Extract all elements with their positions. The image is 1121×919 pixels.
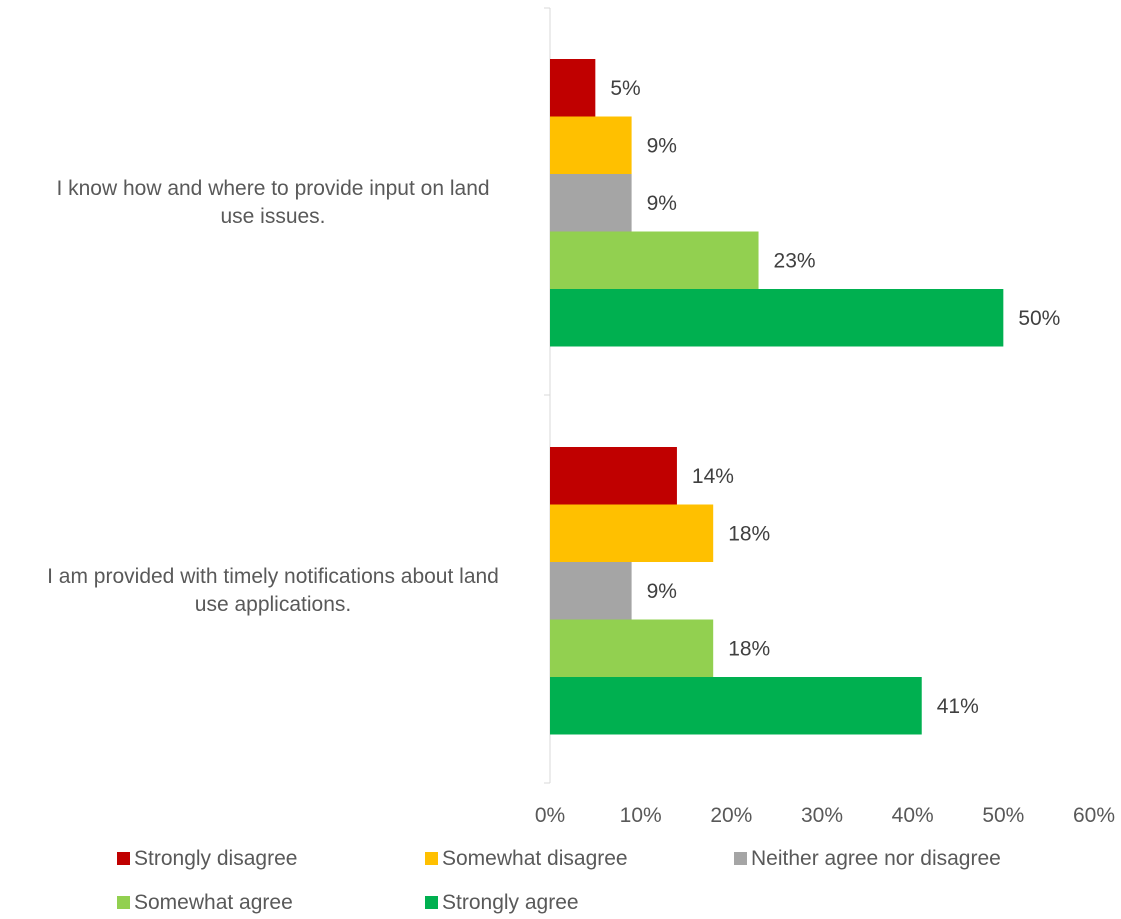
category-label-2-line-2: use applications. [194,593,352,616]
data-label-1-5: 50% [1018,307,1060,330]
x-tick-label-3: 20% [710,804,752,827]
x-tick-label-4: 30% [801,804,843,827]
bar-1-2 [550,116,632,174]
data-label-2-5: 41% [937,695,979,718]
x-tick-label-5: 40% [892,804,934,827]
x-tick-label-6: 50% [982,804,1024,827]
category-label-1-line-2: use issues. [220,205,326,228]
bar-1-5 [550,289,1004,347]
x-tick-label-7: 60% [1073,804,1115,827]
x-tick-label-2: 10% [620,804,662,827]
data-label-2-3: 9% [647,580,677,603]
bar-2-2 [550,504,714,562]
category-label-2-line-1: I am provided with timely notifications … [47,565,499,588]
bar-2-4 [550,619,714,677]
data-label-1-1: 5% [610,77,640,100]
data-label-1-4: 23% [774,249,816,272]
bar-2-5 [550,677,922,735]
category-label-1-line-1: I know how and where to provide input on… [56,177,490,200]
category-label-1: I know how and where to provide input on… [3,175,543,231]
bar-2-1 [550,447,677,505]
bar-2-3 [550,562,632,620]
data-label-2-2: 18% [728,522,770,545]
bar-1-3 [550,174,632,232]
data-label-2-1: 14% [692,465,734,488]
bar-1-1 [550,59,596,117]
x-tick-label-1: 0% [535,804,565,827]
data-label-2-4: 18% [728,637,770,660]
data-label-1-3: 9% [647,192,677,215]
bar-1-4 [550,231,759,289]
data-label-1-2: 9% [647,134,677,157]
category-label-2: I am provided with timely notifications … [3,563,543,619]
